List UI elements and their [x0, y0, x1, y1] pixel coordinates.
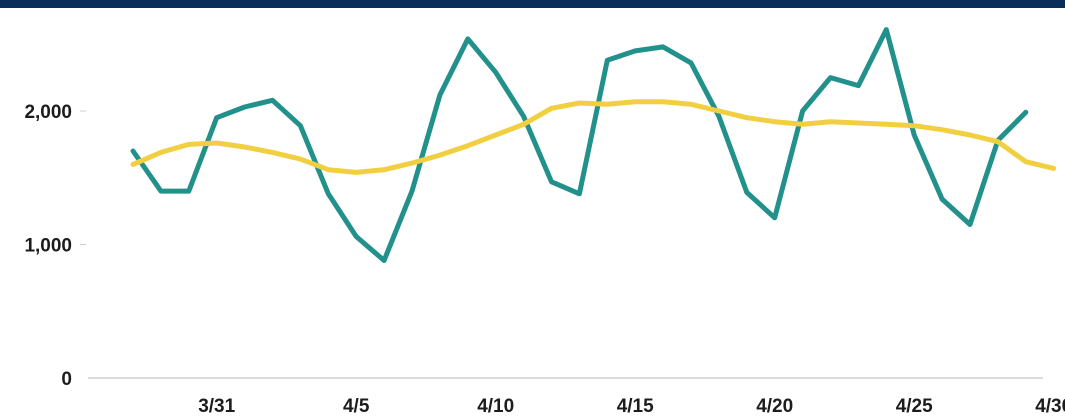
header-bar	[0, 0, 1065, 8]
y-tick-label: 0	[61, 369, 72, 390]
x-tick-label: 3/31	[198, 396, 235, 416]
x-tick-label: 4/25	[896, 396, 933, 416]
yellow-series-line	[130, 99, 1057, 175]
x-tick-label: 4/20	[756, 396, 793, 416]
y-tick-label: 1,000	[24, 236, 72, 257]
x-tick-label: 4/30	[1035, 396, 1065, 416]
x-tick-label: 4/15	[617, 396, 654, 416]
y-tick-label: 2,000	[24, 102, 72, 123]
x-tick-label: 4/5	[343, 396, 370, 416]
y-axis: 0 1,000 2,000	[24, 102, 86, 390]
teal-series-line	[130, 27, 1029, 263]
x-axis: 3/31 4/5 4/10 4/15 4/20 4/25 4/30	[198, 396, 1065, 416]
series-layer	[130, 27, 1057, 263]
x-tick-label: 4/10	[477, 396, 514, 416]
